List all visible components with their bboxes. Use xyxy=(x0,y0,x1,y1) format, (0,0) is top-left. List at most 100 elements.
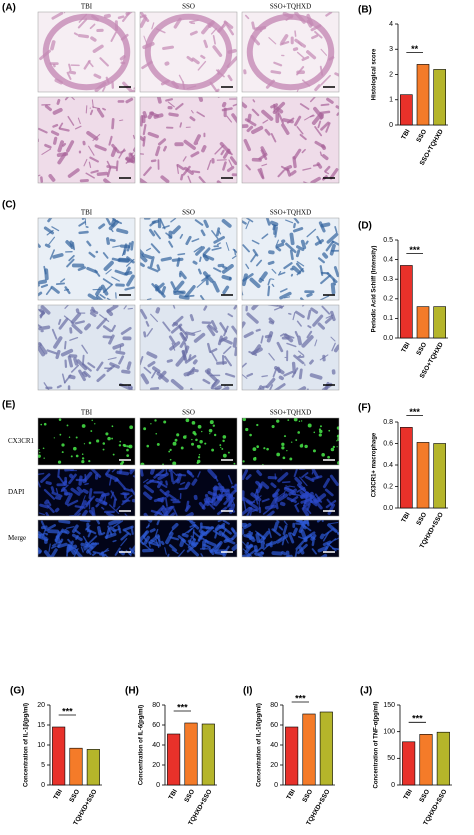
fold xyxy=(55,535,61,544)
fold xyxy=(124,529,132,536)
frame xyxy=(139,96,238,184)
micrograph-content xyxy=(140,520,237,557)
fold xyxy=(330,282,336,295)
fold xyxy=(38,345,45,357)
y-tick-label: 0 xyxy=(389,122,393,129)
fold xyxy=(81,509,88,516)
column-label: SSO+TQHXD xyxy=(270,209,311,217)
fold xyxy=(248,501,256,504)
fold xyxy=(132,146,135,153)
signal xyxy=(156,442,160,446)
fold xyxy=(43,488,56,500)
fold xyxy=(86,240,92,247)
fold xyxy=(84,323,91,331)
signal xyxy=(222,435,227,439)
fold xyxy=(38,536,49,542)
fold xyxy=(314,30,323,39)
fold xyxy=(242,321,246,330)
fold xyxy=(190,151,200,158)
fold xyxy=(77,33,90,39)
fold xyxy=(317,257,325,264)
fold xyxy=(251,108,260,117)
fold xyxy=(242,101,248,109)
frame xyxy=(37,11,136,93)
fold xyxy=(312,163,320,167)
fold xyxy=(188,19,199,23)
fold xyxy=(265,79,275,89)
fold xyxy=(168,528,174,535)
fold xyxy=(110,228,114,233)
fold xyxy=(167,553,170,557)
fold xyxy=(108,135,113,146)
fold xyxy=(55,282,66,286)
fold xyxy=(165,480,168,486)
fold xyxy=(130,153,135,162)
fold xyxy=(186,85,197,90)
fold xyxy=(73,357,79,366)
fold xyxy=(311,469,319,479)
fold xyxy=(182,527,193,536)
fold xyxy=(120,538,128,547)
fold xyxy=(171,549,179,555)
fold xyxy=(231,325,237,336)
fold xyxy=(157,480,163,489)
fold xyxy=(300,498,312,504)
fold xyxy=(109,526,117,533)
panel-label: (I) xyxy=(243,686,252,697)
fold xyxy=(70,487,81,496)
signal xyxy=(195,438,198,442)
micrograph-bg xyxy=(242,12,339,92)
fold xyxy=(166,359,173,363)
micrograph xyxy=(139,519,238,558)
fold xyxy=(100,549,110,554)
fold xyxy=(143,484,155,494)
fold xyxy=(276,493,288,502)
signal xyxy=(220,446,222,449)
signal xyxy=(169,458,172,461)
fold xyxy=(78,13,88,23)
y-tick-label: 0.4 xyxy=(383,462,393,469)
fold xyxy=(38,472,45,476)
fold xyxy=(325,122,331,133)
fold xyxy=(260,335,264,344)
fold xyxy=(170,281,177,291)
fold xyxy=(297,41,303,47)
fold xyxy=(282,490,286,497)
fold xyxy=(126,242,132,252)
fold xyxy=(96,373,106,383)
fold xyxy=(57,542,68,549)
fold xyxy=(111,469,117,473)
fold xyxy=(99,314,110,323)
fold xyxy=(189,30,198,36)
fold xyxy=(268,317,275,324)
fold xyxy=(234,346,237,357)
fold xyxy=(279,288,288,293)
fold xyxy=(283,296,291,299)
fold xyxy=(270,482,277,488)
panel-label: (E) xyxy=(2,400,15,411)
fold xyxy=(214,144,224,155)
y-tick-label: 0 xyxy=(274,782,278,789)
fold xyxy=(119,119,124,122)
signal xyxy=(242,460,245,463)
fold xyxy=(109,504,120,515)
x-tick-label: SSO xyxy=(415,511,428,526)
fold xyxy=(38,531,46,539)
fold xyxy=(40,473,51,483)
micrograph-content xyxy=(242,469,339,516)
fold xyxy=(147,266,159,273)
micrograph xyxy=(241,304,340,391)
fold xyxy=(321,144,327,150)
y-axis-label: Concentration of IL-6(pg/ml) xyxy=(139,705,145,785)
fold xyxy=(160,175,170,183)
fold xyxy=(95,295,104,300)
fold xyxy=(173,508,178,516)
fold xyxy=(168,240,174,248)
fold xyxy=(294,310,305,319)
signal xyxy=(40,423,43,426)
fold xyxy=(43,382,50,390)
fold xyxy=(195,246,205,256)
y-tick-label: 3 xyxy=(389,46,393,53)
fold xyxy=(189,520,200,530)
fold xyxy=(178,294,190,300)
